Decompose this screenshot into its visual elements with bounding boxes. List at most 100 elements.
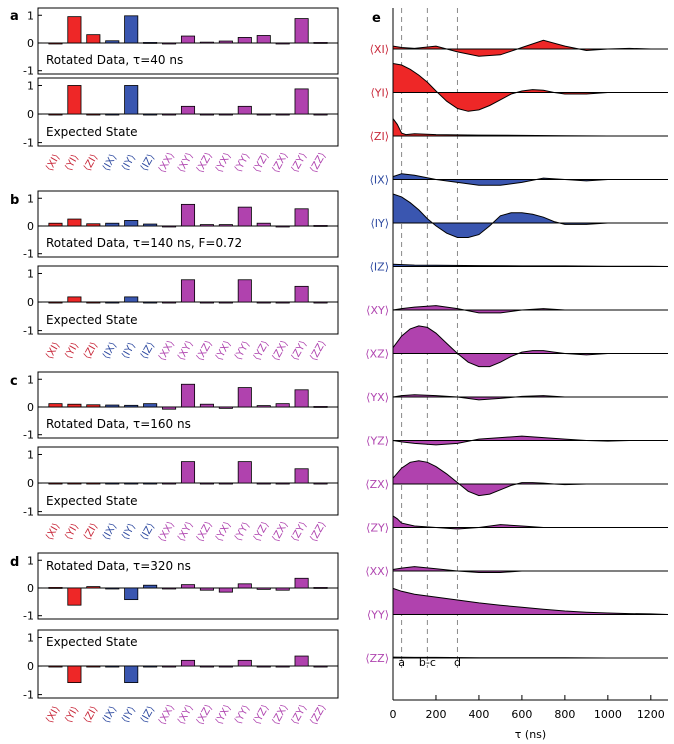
trace-area	[393, 118, 668, 136]
trace-label: ⟨ZZ⟩	[365, 652, 389, 665]
category-label: ⟨XI⟩	[44, 340, 62, 361]
bar	[199, 41, 214, 44]
time-marker-label: b-c	[419, 656, 436, 669]
trace-row: ⟨YY⟩	[367, 587, 669, 622]
bar	[105, 665, 120, 668]
expected-state-plot: 1 0 -1 Expected State	[23, 629, 339, 702]
bar	[67, 85, 82, 115]
category-label: ⟨IY⟩	[120, 705, 138, 725]
category-label: ⟨YX⟩	[214, 703, 234, 727]
bar	[86, 301, 101, 304]
trace-label: ⟨IZ⟩	[370, 261, 389, 274]
bar	[256, 482, 271, 485]
y-tick-label: 0	[27, 108, 34, 121]
bar	[143, 403, 158, 408]
category-label: ⟨YY⟩	[233, 339, 253, 362]
bar	[143, 113, 158, 116]
y-tick-label: -1	[23, 248, 34, 261]
plot-frame	[37, 77, 339, 147]
category-label: ⟨IX⟩	[101, 340, 119, 361]
category-label: ⟨IX⟩	[101, 704, 119, 725]
bar	[313, 113, 328, 116]
bar	[86, 404, 101, 408]
category-label: ⟨XX⟩	[157, 520, 177, 544]
bar	[256, 113, 271, 116]
bar	[86, 665, 101, 668]
category-label: ⟨ZZ⟩	[308, 151, 328, 175]
trace-label: ⟨XX⟩	[365, 565, 389, 578]
category-label: ⟨XX⟩	[157, 339, 177, 363]
bar	[180, 105, 196, 115]
bar	[294, 18, 309, 44]
trace-label: ⟨XZ⟩	[365, 348, 389, 361]
time-trace-panel: e a b-c d ⟨XI⟩ ⟨YI⟩ ⟨ZI⟩ ⟨IX⟩ ⟨IY⟩ ⟨IZ⟩ ⟨XY⟩ ⟨XZ⟩ ⟨Y…	[365, 8, 669, 741]
category-label: ⟨IX⟩	[101, 521, 119, 542]
category-label: ⟨ZY⟩	[289, 703, 309, 727]
trace-area	[393, 460, 668, 496]
category-label: ⟨IY⟩	[120, 341, 138, 361]
bar	[67, 587, 82, 606]
category-label: ⟨YY⟩	[233, 703, 253, 726]
x-tick-label: 800	[554, 708, 575, 721]
bar	[86, 482, 101, 485]
bar	[48, 665, 63, 668]
category-label: ⟨IZ⟩	[139, 340, 157, 361]
category-label: ⟨ZZ⟩	[308, 339, 328, 363]
trace-label: ⟨YY⟩	[367, 609, 389, 622]
x-axis-label: τ (ns)	[515, 728, 546, 741]
rotated-data-plot: 1 0 -1 Rotated Data, τ=160 ns	[23, 371, 339, 442]
bar	[105, 301, 120, 304]
bar	[162, 225, 177, 228]
bar	[294, 208, 309, 227]
bar	[48, 42, 63, 45]
trace-area	[393, 566, 668, 573]
bar	[256, 35, 271, 44]
time-marker-label: d	[454, 656, 461, 669]
category-label: ⟨ZY⟩	[289, 339, 309, 363]
x-tick-label: 0	[390, 708, 397, 721]
bar	[237, 387, 252, 408]
plot-frame	[37, 629, 339, 699]
bar	[218, 301, 233, 304]
bar	[124, 404, 139, 408]
bar	[162, 406, 177, 410]
bar	[218, 113, 233, 116]
category-label: ⟨XI⟩	[44, 152, 62, 173]
bar	[48, 587, 63, 589]
bar	[199, 482, 214, 485]
bar	[294, 468, 309, 484]
bar	[48, 403, 63, 408]
category-label: ⟨IZ⟩	[139, 521, 157, 542]
bar	[48, 301, 63, 304]
bar	[218, 40, 233, 44]
category-label: ⟨XZ⟩	[195, 339, 215, 363]
trace-row: ⟨ZI⟩	[370, 118, 668, 143]
trace-label: ⟨XY⟩	[366, 304, 389, 317]
y-tick-label: -1	[23, 65, 34, 78]
bar	[256, 665, 271, 668]
trace-row: ⟨IY⟩	[370, 193, 668, 238]
y-tick-label: 0	[27, 582, 34, 595]
bar	[67, 218, 82, 227]
bar	[180, 659, 196, 667]
trace-row: ⟨IX⟩	[370, 173, 668, 187]
category-label: ⟨IY⟩	[120, 153, 138, 173]
trace-label: ⟨IX⟩	[370, 174, 389, 187]
y-tick-label: 1	[27, 192, 34, 205]
bar	[237, 461, 252, 484]
trace-row: ⟨XZ⟩	[365, 325, 668, 368]
bar	[124, 665, 139, 684]
bar	[86, 113, 101, 116]
trace-line	[392, 193, 668, 238]
x-tick-label: 400	[468, 708, 489, 721]
bar	[294, 577, 309, 589]
category-label: ⟨YZ⟩	[252, 151, 272, 175]
bar	[294, 88, 309, 115]
category-label: ⟨IX⟩	[101, 152, 119, 173]
bar	[143, 223, 158, 227]
y-tick-label: 0	[27, 37, 34, 50]
bar	[294, 655, 309, 667]
time-marker-label: a	[398, 656, 405, 669]
bar	[275, 225, 290, 228]
